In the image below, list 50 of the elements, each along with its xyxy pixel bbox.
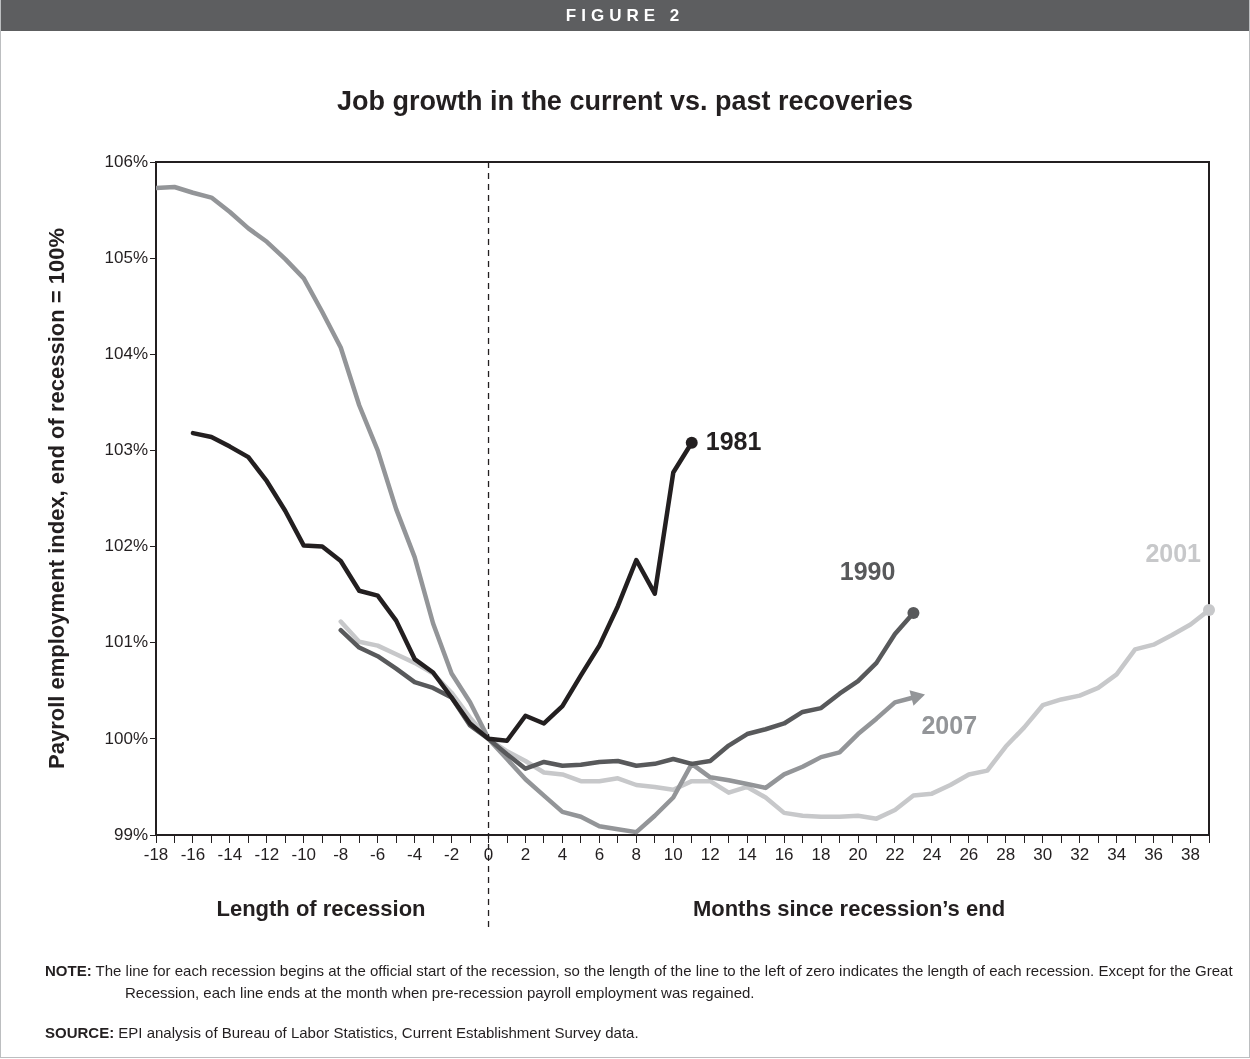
y-tick-label: 106% [104,151,148,171]
x-tick-label: 8 [631,844,642,864]
x-tick-label: 16 [774,844,794,864]
x-tick-label: 2 [520,844,531,864]
caption: FIGURE 2 [1,0,1249,31]
x-tick-label: 28 [996,844,1016,864]
y-axis-title: Payroll employment index, end of recession = 100% [44,227,70,770]
point [907,606,920,619]
x-tick-label: 10 [663,844,683,864]
x-tick-label: 6 [594,844,605,864]
x-tick-label: -8 [333,844,349,864]
y-tick-label: 103% [104,440,148,460]
x-tick-label: -6 [370,844,386,864]
x-tick-label: 26 [959,844,979,864]
x-tick-label: -18 [143,844,169,864]
series-label: 2007 [921,711,978,740]
point [685,436,698,449]
x-axis-title: Months since recession’s end [692,896,1006,922]
chart-title: Job growth in the current vs. past recoveries [335,86,915,117]
series-label: 1990 [839,556,896,585]
x-tick-label: 32 [1070,844,1090,864]
y-tick-label: 99% [113,824,148,844]
series-label: 2001 [1145,538,1202,567]
x-tick-label: -14 [217,844,243,864]
x-tick-label: 24 [922,844,942,864]
x-tick-label: 30 [1033,844,1053,864]
x-tick-label: -2 [444,844,460,864]
x-tick-label: 4 [557,844,568,864]
point [1203,604,1215,617]
x-tick-label: 20 [848,844,868,864]
text: NOTE: The line for each recession begins at the official start of the recession, so the length of the line to the left of zero indicates the length of each recession. Except for the Great Recession, each line ends at the month when pre-recession payroll employment was regained. [45,961,1234,1003]
y-tick-label: 100% [104,728,148,748]
y-tick-label: 104% [104,343,148,363]
x-tick-label: 22 [885,844,905,864]
x-tick-label: 18 [811,844,831,864]
x-tick-label: 34 [1107,844,1127,864]
x-tick-label: -10 [291,844,317,864]
x-tick-label: 38 [1181,844,1200,864]
x-tick-label: 14 [737,844,757,864]
source-note: SOURCE: EPI analysis of Bureau of Labor Statistics, Current Establishment Survey data. [45,1023,640,1043]
x-tick-label: 36 [1144,844,1164,864]
x-tick-label: -12 [254,844,280,864]
x-tick-label: 12 [700,844,720,864]
y-tick-label: 105% [104,247,148,267]
x-tick-label: -16 [180,844,206,864]
x-tick-label: -4 [407,844,423,864]
y-tick-label: 101% [104,632,148,652]
series-label: 1981 [705,426,762,455]
y-tick-label: 102% [104,536,148,556]
text: Length of recession [216,896,426,922]
